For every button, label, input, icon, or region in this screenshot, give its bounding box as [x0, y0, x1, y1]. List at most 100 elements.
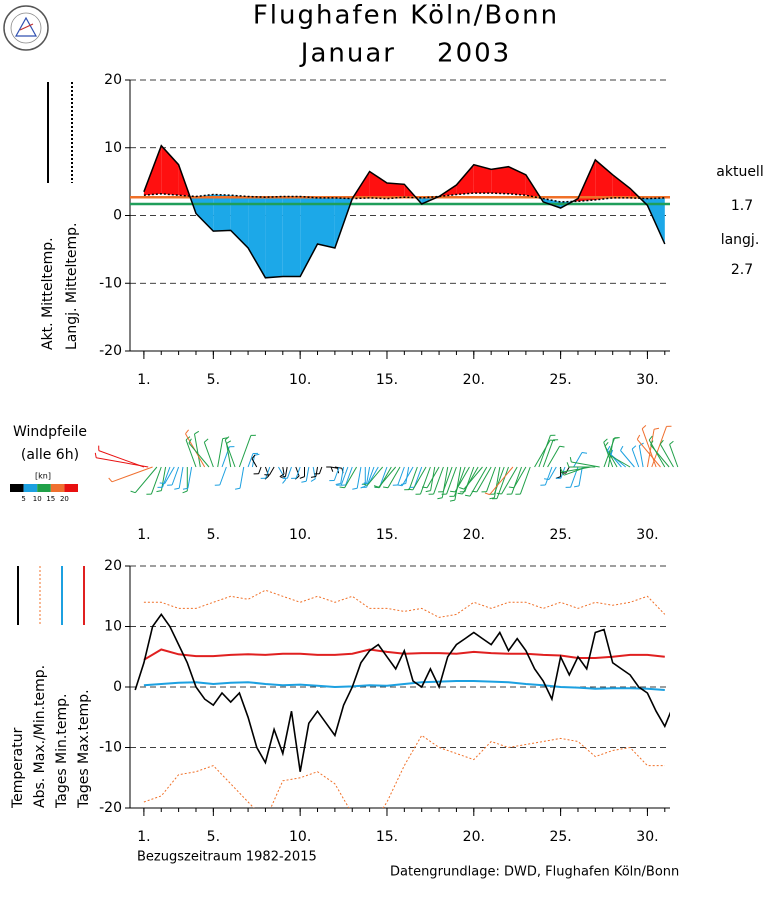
wind-barb [330, 466, 334, 472]
temperature-line [134, 613, 670, 772]
wind-arrow [333, 466, 340, 481]
series-line [143, 192, 665, 203]
difference-fill [595, 159, 613, 200]
wind-barb [194, 430, 200, 435]
title: Flughafen Köln/Bonn [253, 1, 559, 31]
wind-barb [363, 482, 369, 485]
wind-barb [335, 483, 341, 485]
difference-fill [647, 197, 665, 244]
wind-arrow [441, 466, 449, 498]
wind-arrow [111, 466, 153, 483]
legend-label: Tages Min.temp. [54, 694, 70, 809]
wind-arrow [413, 466, 423, 488]
x-tick-label: 10. [289, 372, 311, 388]
wind-barb [373, 485, 379, 488]
difference-fill [491, 166, 509, 194]
x-tick-label: 5. [207, 527, 220, 543]
wind-arrow [387, 466, 401, 489]
y-tick-label: -10 [99, 275, 122, 291]
wind-arrow [219, 466, 227, 486]
wind-arrow [282, 466, 285, 475]
wind-barb [374, 486, 380, 489]
wind-arrow [631, 448, 640, 468]
wind-barb [450, 490, 456, 493]
wind-arrow [538, 435, 551, 468]
wind-arrow [160, 466, 167, 491]
wind-arrow [98, 450, 145, 468]
wind-barb [352, 487, 358, 490]
wind-arrow [239, 466, 245, 489]
wind-arrow [408, 466, 418, 490]
wind-arrow [669, 444, 679, 468]
series-line [143, 144, 666, 279]
wind-subtitle: (alle 6h) [21, 447, 79, 463]
subtitle: Januar 2003 [299, 39, 511, 69]
reference-value: 2.7 [731, 262, 753, 278]
wind-arrow [544, 466, 553, 486]
speed-legend-label: 15 [46, 495, 55, 503]
wind-arrow [548, 466, 557, 480]
x-tick-label: 1. [137, 829, 150, 845]
speed-legend-swatch [10, 484, 24, 492]
wind-barb [669, 440, 674, 445]
wind-arrow [489, 466, 514, 495]
wind-arrow [258, 466, 262, 474]
wind-arrow [134, 466, 158, 494]
wind-barb [559, 445, 565, 448]
wind-barb [659, 439, 664, 445]
wind-arrow [433, 466, 444, 495]
wind-barb [449, 499, 455, 502]
wind-barb [465, 494, 471, 497]
wind-barb [94, 452, 97, 458]
wind-barb [188, 438, 192, 444]
wind-barb [174, 487, 180, 490]
difference-fill [248, 196, 266, 278]
wind-barb [496, 492, 502, 495]
wind-arrow [405, 466, 410, 484]
wind-arrow [150, 466, 162, 495]
wind-barb [224, 436, 230, 441]
wind-barb [544, 478, 550, 480]
wind-arrow [511, 466, 523, 495]
wind-barb [484, 492, 490, 496]
x-tick-label: 30. [636, 829, 658, 845]
x-tick-label: 25. [549, 527, 571, 543]
wind-arrow [268, 466, 275, 476]
wind-barb [560, 471, 565, 476]
y-tick-label: -20 [99, 343, 122, 359]
wind-barb [235, 487, 241, 490]
wind-barb [641, 425, 647, 430]
wind-arrow [636, 439, 661, 468]
difference-fill [612, 174, 631, 198]
difference-fill [387, 183, 405, 199]
difference-fill [473, 164, 492, 194]
wind-barb [362, 483, 368, 486]
wind-barb [631, 445, 637, 450]
difference-fill [300, 196, 318, 277]
wind-arrow [565, 466, 570, 474]
speed-legend-swatch [50, 484, 65, 492]
speed-legend-swatch [23, 484, 38, 492]
x-tick-label: 10. [289, 527, 311, 543]
wind-barb [607, 445, 611, 451]
wind-arrow [378, 466, 397, 488]
wind-arrow [426, 466, 440, 489]
wind-barb [653, 427, 660, 430]
wind-barb [251, 454, 256, 460]
x-tick-label: 25. [549, 372, 571, 388]
difference-fill [265, 196, 283, 278]
wind-barb [182, 490, 188, 494]
wind-arrow [648, 439, 666, 468]
series-line [143, 680, 665, 691]
source-note: Datengrundlage: DWD, Flughafen Köln/Bonn [390, 865, 679, 880]
wind-arrow [519, 466, 531, 495]
wind-arrow [330, 466, 338, 469]
reference-value: 1.7 [731, 198, 753, 214]
wind-arrow [171, 466, 180, 486]
wind-arrow [178, 466, 184, 489]
x-tick-label: 15. [376, 829, 398, 845]
wind-barb [471, 490, 477, 493]
x-tick-label: 20. [463, 527, 485, 543]
wind-arrow [646, 429, 655, 468]
wind-arrow [366, 466, 384, 486]
